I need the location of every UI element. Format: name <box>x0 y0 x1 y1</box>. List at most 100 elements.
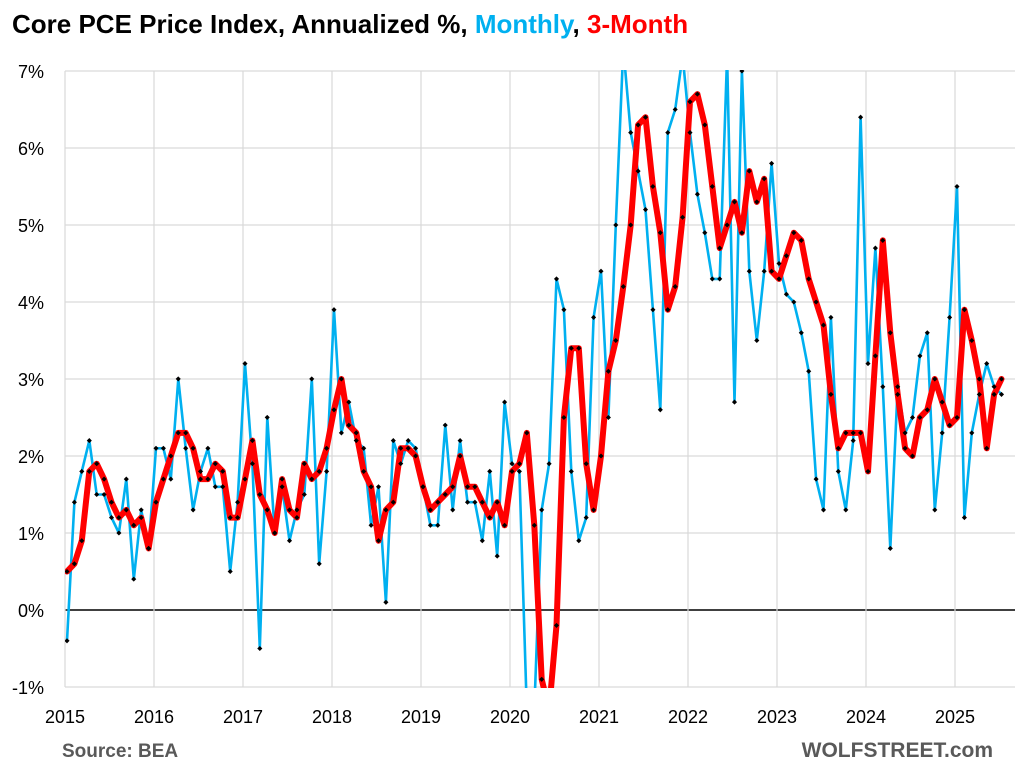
monthly-point <box>227 568 233 575</box>
chart-title: Core PCE Price Index, Annualized %, Mont… <box>12 9 688 39</box>
monthly-point <box>220 484 226 490</box>
monthly-point <box>694 191 700 197</box>
monthly-point <box>702 230 708 236</box>
monthly-point <box>769 160 775 166</box>
monthly-point <box>242 361 248 367</box>
three-month-point <box>361 468 367 474</box>
monthly-point <box>739 70 745 74</box>
three-month-point <box>442 491 448 497</box>
three-month-point <box>858 430 864 436</box>
three-month-point <box>353 430 359 436</box>
monthly-point <box>798 330 804 336</box>
three-month-point <box>494 499 500 505</box>
monthly-point <box>71 499 77 505</box>
monthly-point <box>479 538 485 544</box>
monthly-point <box>457 438 463 444</box>
monthly-point <box>642 207 649 213</box>
monthly-point <box>160 445 166 451</box>
x-tick-label: 2019 <box>401 707 441 727</box>
monthly-point <box>361 445 367 451</box>
monthly-point <box>368 522 374 528</box>
monthly-point <box>621 45 626 50</box>
three-month-point <box>390 499 396 505</box>
monthly-point <box>568 468 574 474</box>
x-tick-label: 2023 <box>757 707 797 727</box>
x-tick-label: 2024 <box>846 707 886 727</box>
three-month-point <box>450 484 456 490</box>
monthly-point <box>123 476 129 482</box>
three-month-point <box>405 445 411 451</box>
three-month-point <box>924 407 930 413</box>
monthly-point <box>168 476 174 482</box>
three-month-point <box>976 376 982 382</box>
three-month-point <box>843 430 849 436</box>
three-month-point <box>190 445 196 451</box>
monthly-point <box>383 599 389 605</box>
y-tick-label: -1% <box>12 678 44 698</box>
three-month-point <box>331 407 337 413</box>
monthly-point <box>776 260 782 267</box>
monthly-point <box>553 276 560 282</box>
monthly-point <box>183 445 189 451</box>
three-month-point <box>598 453 604 459</box>
monthly-point <box>902 430 908 436</box>
three-month-point <box>835 445 841 451</box>
monthly-point <box>249 461 255 467</box>
monthly-point <box>435 522 441 528</box>
monthly-point <box>998 391 1005 397</box>
three-month-point <box>650 183 656 190</box>
monthly-point <box>761 268 767 274</box>
three-month-point <box>865 468 871 474</box>
monthly-point <box>264 414 270 420</box>
monthly-point <box>828 314 834 320</box>
x-tick-label: 2021 <box>579 707 619 727</box>
three-month-point <box>264 507 270 513</box>
monthly-point <box>546 461 552 467</box>
monthly-point <box>86 438 92 444</box>
monthly-point <box>576 538 582 544</box>
three-month-point <box>739 230 745 236</box>
monthly-point <box>398 461 404 467</box>
three-month-point <box>427 507 433 513</box>
x-tick-label: 2015 <box>45 707 85 727</box>
monthly-point <box>494 553 500 559</box>
monthly-point <box>450 507 456 513</box>
monthly-point <box>502 399 508 405</box>
monthly-point <box>791 299 797 305</box>
three-month-point <box>887 330 893 336</box>
three-month-point <box>398 445 404 451</box>
three-month-point <box>524 430 530 436</box>
title-three-month: 3-Month <box>587 9 688 39</box>
monthly-point <box>316 561 322 567</box>
three-month-point <box>309 476 315 482</box>
three-month-point <box>509 468 515 474</box>
y-tick-label: 0% <box>18 601 44 621</box>
three-month-point <box>472 484 478 490</box>
three-month-point <box>998 376 1005 382</box>
monthly-point <box>947 314 953 320</box>
monthly-point <box>532 708 537 713</box>
three-month-point <box>591 507 597 513</box>
monthly-point <box>427 522 433 528</box>
monthly-point <box>843 507 849 513</box>
three-month-point <box>316 468 322 474</box>
y-tick-label: 2% <box>18 447 44 467</box>
title-prefix: Core PCE Price Index, Annualized %, <box>12 9 475 39</box>
three-month-point <box>249 438 255 444</box>
monthly-point <box>190 507 196 513</box>
three-month-point <box>212 461 218 467</box>
monthly-point <box>657 407 663 413</box>
monthly-point <box>464 499 471 505</box>
three-month-point <box>902 445 908 451</box>
three-month-point <box>420 484 426 490</box>
monthly-point <box>880 384 886 390</box>
monthly-point <box>324 468 330 474</box>
monthly-point <box>309 376 315 382</box>
monthly-point <box>680 53 685 58</box>
y-tick-label: 4% <box>18 293 44 313</box>
three-month-point <box>197 476 204 482</box>
x-tick-label: 2022 <box>668 707 708 727</box>
three-month-point <box>324 445 330 451</box>
x-tick-label: 2020 <box>490 707 530 727</box>
monthly-point <box>101 491 107 498</box>
